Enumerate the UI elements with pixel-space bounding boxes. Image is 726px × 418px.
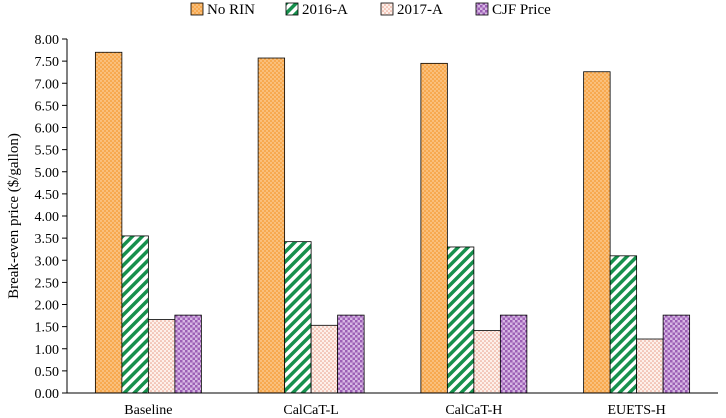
bar-2017-a-calcat-h [473,330,501,394]
y-tick-label: 0.00 [35,387,60,402]
x-axis: Baseline CalCaT-L CalCaT-H EUETS-H [67,392,718,418]
bar-2016-a-calcat-l [284,241,312,394]
chart-legend: No RIN 2016-A 2017-A CJF Price [190,2,551,18]
legend-label: CJF Price [492,2,551,18]
bar-cjf-price-baseline [174,314,202,394]
legend-label: 2016-A [302,2,348,18]
y-tick-label: 1.50 [35,321,60,336]
bar-cjf-price-calcat-l [337,314,365,394]
y-tick-label: 7.50 [35,55,60,70]
y-tick-label: 5.50 [35,144,60,159]
y-tick-label: 6.00 [35,122,60,137]
y-axis: 0.00 0.50 1.00 1.50 2.00 2.50 3.00 3.50 4.00 4.50… [35,33,68,402]
y-tick-label: 8.00 [35,33,60,48]
bar-2016-a-calcat-h [446,246,475,394]
bar-cjf-price-calcat-h [499,314,528,394]
bars [94,51,691,394]
bar-no-rin-baseline [94,51,123,394]
bar-2017-a-calcat-l [310,324,339,394]
x-tick-label: CalCaT-L [283,403,338,418]
y-tick-label: 4.00 [35,210,60,225]
legend-label: No RIN [207,2,255,18]
legend-swatch [285,2,299,16]
x-tick-label: CalCaT-H [445,403,502,418]
y-tick-label: 5.00 [35,166,60,181]
legend-swatch [380,2,394,16]
x-tick-label: Baseline [124,403,172,418]
y-tick-label: 2.50 [35,276,60,291]
bar-2017-a-euets-h [636,338,664,394]
legend-label: 2017-A [397,2,443,18]
y-tick-label: 3.00 [35,254,60,269]
bar-cjf-price-euets-h [662,314,691,394]
bar-no-rin-calcat-h [420,62,448,394]
y-tick-label: 2.00 [35,299,60,314]
bar-2016-a-baseline [121,235,149,394]
bar-2016-a-euets-h [609,255,638,394]
y-tick-label: 7.00 [35,77,60,92]
y-axis-title: Break-even price ($/gallon) [6,133,22,299]
y-tick-label: 1.00 [35,343,60,358]
x-tick-label: EUETS-H [607,403,665,418]
bar-no-rin-euets-h [583,71,611,394]
legend-swatch [190,2,204,16]
y-tick-label: 6.50 [35,99,60,114]
y-tick-label: 4.50 [35,188,60,203]
y-tick-label: 3.50 [35,232,60,247]
legend-swatch [475,2,489,16]
bar-2017-a-baseline [147,319,176,394]
bar-no-rin-calcat-l [257,57,286,394]
y-tick-label: 0.50 [35,365,60,380]
